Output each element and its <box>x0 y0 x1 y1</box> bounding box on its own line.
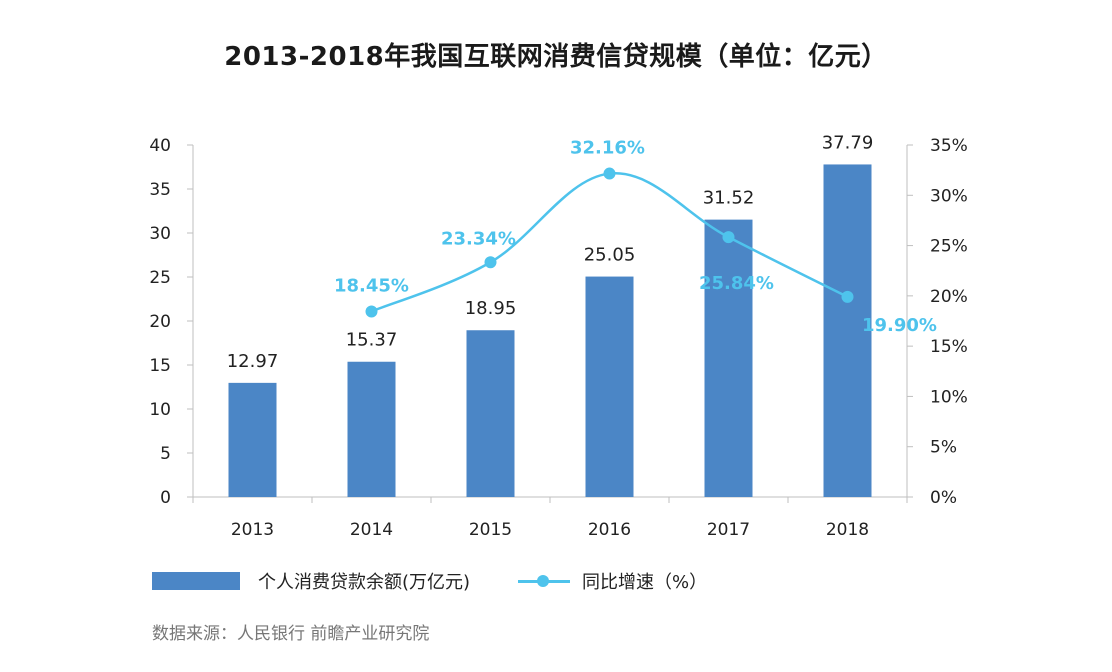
bar <box>466 330 515 497</box>
right-tick-label: 20% <box>930 287 968 307</box>
x-tick-label: 2014 <box>350 520 393 540</box>
growth-value-label: 18.45% <box>334 275 409 296</box>
growth-point <box>603 167 616 180</box>
growth-value-label: 19.90% <box>862 315 937 336</box>
chart-title: 2013-2018年我国互联网消费信贷规模（单位：亿元） <box>224 42 888 72</box>
growth-value-label: 25.84% <box>699 273 774 294</box>
right-tick-label: 30% <box>930 186 968 206</box>
x-tick-label: 2015 <box>469 520 512 540</box>
bar-value-label: 31.52 <box>703 188 755 209</box>
legend: 个人消费贷款余额(万亿元) 同比增速（%） <box>152 568 707 594</box>
bar <box>228 382 277 497</box>
legend-line-label: 同比增速（%） <box>582 572 708 593</box>
source-note: 数据来源：人民银行 前瞻产业研究院 <box>152 624 430 644</box>
growth-value-label: 32.16% <box>570 138 645 159</box>
left-tick-label: 20 <box>149 312 171 332</box>
bar <box>585 276 634 497</box>
legend-bar-label: 个人消费贷款余额(万亿元) <box>258 572 471 593</box>
legend-bar-swatch <box>152 572 240 590</box>
left-tick-label: 10 <box>149 400 171 420</box>
left-tick-label: 15 <box>149 356 171 376</box>
bar-value-label: 25.05 <box>584 245 636 266</box>
legend-line-swatch <box>518 572 571 590</box>
right-tick-label: 15% <box>930 337 968 357</box>
bar-value-label: 15.37 <box>346 330 398 351</box>
growth-point <box>365 305 378 318</box>
x-tick-label: 2013 <box>231 520 274 540</box>
bar-value-label: 12.97 <box>227 351 279 372</box>
combo-chart: 0 5 10 15 20 25 30 35 40 0% 5% 10% 15% 20% 25% 30% 35% 20… <box>149 132 968 540</box>
right-tick-label: 10% <box>930 387 968 407</box>
bar-value-label: 18.95 <box>465 298 517 319</box>
left-tick-label: 40 <box>149 136 171 156</box>
growth-point <box>484 256 497 269</box>
bar <box>704 219 753 497</box>
bar <box>347 361 396 497</box>
left-tick-label: 35 <box>149 180 171 200</box>
right-tick-label: 5% <box>930 438 957 458</box>
left-tick-label: 25 <box>149 268 171 288</box>
growth-point <box>841 290 854 303</box>
left-tick-label: 30 <box>149 224 171 244</box>
growth-value-label: 23.34% <box>441 228 516 249</box>
left-tick-label: 5 <box>160 444 171 464</box>
right-tick-label: 35% <box>930 136 968 156</box>
left-tick-label: 0 <box>160 488 171 508</box>
x-tick-label: 2018 <box>826 520 869 540</box>
growth-point <box>722 231 735 244</box>
x-tick-label: 2016 <box>588 520 631 540</box>
right-tick-label: 25% <box>930 237 968 257</box>
bar <box>823 164 872 497</box>
right-tick-label: 0% <box>930 488 957 508</box>
x-tick-label: 2017 <box>707 520 750 540</box>
bar-value-label: 37.79 <box>822 132 874 153</box>
